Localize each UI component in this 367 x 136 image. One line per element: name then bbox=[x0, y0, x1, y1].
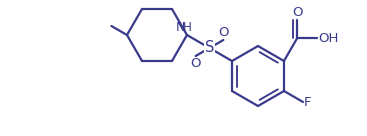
Text: O: O bbox=[218, 26, 229, 39]
Text: N: N bbox=[175, 21, 185, 34]
Text: H: H bbox=[182, 21, 192, 34]
Text: S: S bbox=[205, 41, 214, 55]
Text: O: O bbox=[293, 7, 303, 19]
Text: OH: OH bbox=[318, 32, 338, 45]
Text: O: O bbox=[190, 57, 201, 70]
Text: F: F bbox=[304, 95, 312, 109]
